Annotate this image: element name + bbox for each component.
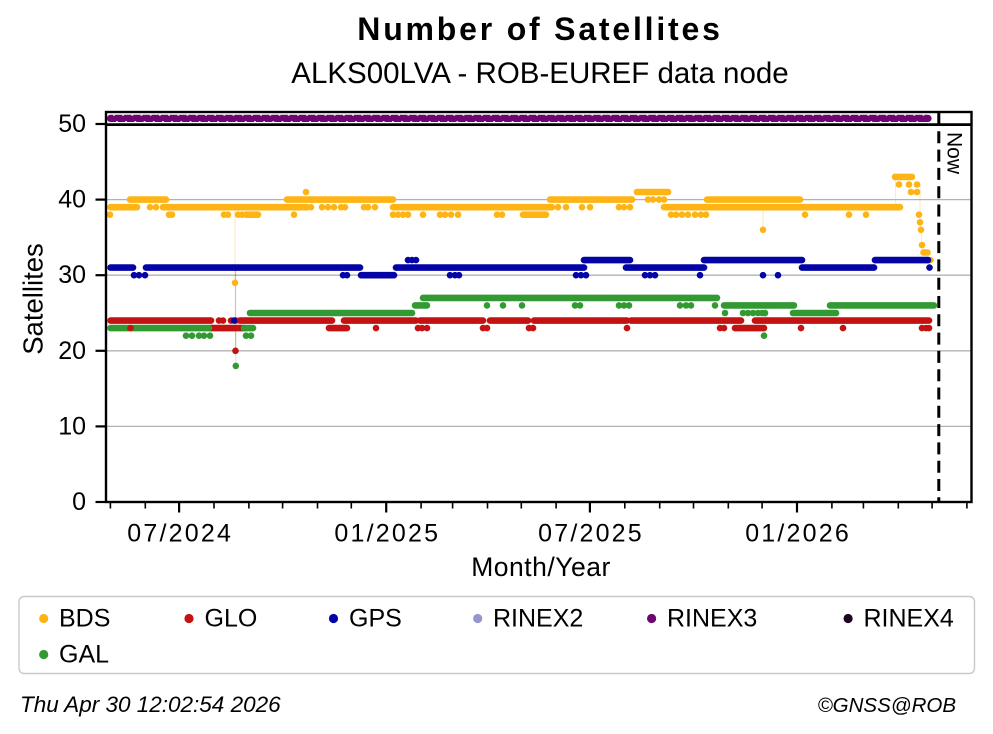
svg-text:GPS: GPS — [349, 605, 402, 633]
svg-text:01/2026: 01/2026 — [745, 520, 851, 548]
svg-text:Number of Satellites: Number of Satellites — [357, 11, 722, 47]
svg-text:RINEX4: RINEX4 — [864, 605, 954, 633]
svg-text:GAL: GAL — [59, 641, 109, 669]
svg-text:Thu Apr 30 12:02:54 2026: Thu Apr 30 12:02:54 2026 — [20, 692, 281, 717]
svg-text:30: 30 — [58, 261, 86, 289]
svg-text:50: 50 — [58, 110, 86, 138]
svg-text:GLO: GLO — [205, 605, 258, 633]
svg-text:01/2025: 01/2025 — [334, 520, 440, 548]
svg-text:©GNSS@ROB: ©GNSS@ROB — [818, 694, 956, 717]
svg-text:Satellites: Satellites — [18, 243, 49, 355]
svg-text:RINEX3: RINEX3 — [667, 605, 757, 633]
svg-text:ALKS00LVA - ROB-EUREF data nod: ALKS00LVA - ROB-EUREF data node — [291, 57, 788, 90]
svg-text:0: 0 — [72, 488, 86, 516]
svg-text:BDS: BDS — [59, 605, 110, 633]
svg-text:RINEX2: RINEX2 — [493, 605, 583, 633]
svg-text:10: 10 — [58, 412, 86, 440]
svg-text:07/2025: 07/2025 — [538, 520, 644, 548]
svg-text:Now: Now — [943, 132, 966, 175]
svg-text:Month/Year: Month/Year — [471, 552, 611, 582]
svg-text:07/2024: 07/2024 — [127, 520, 233, 548]
svg-text:40: 40 — [58, 186, 86, 214]
svg-text:20: 20 — [58, 337, 86, 365]
